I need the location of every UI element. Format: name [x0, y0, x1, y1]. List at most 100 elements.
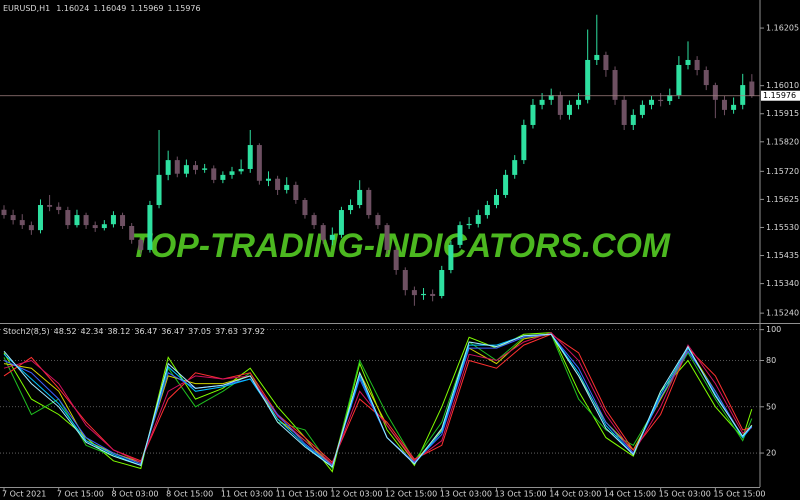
- y-tick-label: 80: [766, 356, 776, 365]
- candle-body: [101, 224, 107, 229]
- candle-body: [211, 168, 217, 180]
- candle-body: [566, 104, 572, 115]
- candle-body: [576, 99, 582, 105]
- candle-body: [56, 206, 62, 211]
- candle-body: [110, 215, 116, 225]
- header-low: 1.15969: [130, 4, 163, 13]
- candle-body: [521, 124, 527, 161]
- watermark: TOP-TRADING-INDICATORS.COM: [130, 227, 671, 265]
- candle-body: [165, 160, 171, 175]
- candle-body: [47, 205, 53, 207]
- candle-body: [493, 194, 499, 206]
- candle-body: [275, 178, 281, 190]
- candle-body: [129, 225, 135, 240]
- y-tick-label: 1.15240: [766, 309, 799, 318]
- x-tick-label: 7 Oct 15:00: [57, 490, 104, 499]
- candle-body: [265, 178, 271, 181]
- candle-body: [694, 59, 700, 71]
- candle-body: [721, 99, 727, 110]
- candle-body: [293, 184, 299, 200]
- candle-body: [703, 70, 709, 86]
- marks: [0, 14, 760, 473]
- stoch-value: 42.34: [81, 327, 104, 336]
- candle-body: [147, 205, 153, 250]
- candle-body: [594, 54, 600, 60]
- candle-body: [37, 205, 43, 231]
- candle-body: [512, 160, 518, 175]
- candle-body: [685, 59, 691, 65]
- candle-body: [649, 99, 655, 105]
- candle-body: [92, 225, 98, 229]
- y-tick-label: 50: [766, 402, 776, 411]
- current-price-box: [761, 90, 800, 101]
- y-tick-label: 1.15435: [766, 251, 799, 260]
- x-tick-label: 8 Oct 03:00: [111, 490, 158, 499]
- stoch-header: Stoch2(8,5) 48.52 42.34 38.12 36.47 36.47 37.0…: [3, 327, 265, 336]
- y-tick-label: 1.15530: [766, 223, 799, 232]
- y-tick-label: 1.16010: [766, 81, 799, 90]
- y-tick-label: 1.15720: [766, 167, 799, 176]
- candle-body: [320, 225, 326, 240]
- candle-body: [220, 174, 226, 180]
- candle-body: [311, 215, 317, 226]
- x-tick-label: 11 Oct 03:00: [221, 490, 273, 499]
- candle-body: [384, 225, 390, 250]
- x-tick-label: 13 Oct 03:00: [440, 490, 492, 499]
- candle-body: [247, 145, 253, 169]
- candle-body: [466, 223, 472, 226]
- candle-body: [1, 209, 7, 216]
- candle-body: [448, 244, 454, 271]
- candle-body: [74, 215, 80, 226]
- stoch-value: 36.47: [161, 327, 184, 336]
- candle-body: [348, 205, 354, 211]
- x-tick-label: 14 Oct 15:00: [604, 490, 656, 499]
- candle-body: [749, 81, 755, 96]
- candle-body: [329, 234, 335, 240]
- stoch-value: 38.12: [107, 327, 130, 336]
- candle-body: [375, 215, 381, 226]
- candle-body: [503, 174, 509, 195]
- stoch-value: 37.05: [188, 327, 211, 336]
- stoch-value: 36.47: [134, 327, 157, 336]
- candle-body: [302, 199, 308, 216]
- stoch-value: 48.52: [54, 327, 77, 336]
- candle-body: [28, 225, 34, 231]
- current-price-label: 1.15976: [763, 91, 796, 100]
- candle-body: [530, 104, 536, 125]
- candle-body: [731, 104, 737, 110]
- candle-body: [585, 59, 591, 100]
- header-high: 1.16049: [93, 4, 126, 13]
- candle-body: [402, 270, 408, 291]
- candle-body: [183, 165, 189, 174]
- header-open: 1.16024: [56, 4, 89, 13]
- y-tick-label: 20: [766, 449, 776, 458]
- y-tick-label: 1.15625: [766, 195, 799, 204]
- candle-body: [357, 189, 363, 206]
- candle-body: [658, 99, 664, 102]
- x-tick-label: 14 Oct 03:00: [549, 490, 601, 499]
- stoch-line: [3, 333, 753, 468]
- candle-body: [174, 160, 180, 174]
- candle-body: [10, 215, 16, 221]
- stoch-line: [3, 332, 753, 465]
- candle-body: [639, 104, 645, 115]
- candle-body: [284, 184, 290, 190]
- x-tick-label: 7 Oct 2021: [2, 490, 46, 499]
- candle-body: [229, 171, 235, 175]
- candle-body: [393, 249, 399, 271]
- candle-body: [630, 114, 636, 125]
- candle-body: [548, 95, 554, 100]
- header-close: 1.15976: [168, 4, 201, 13]
- candle-body: [65, 210, 71, 226]
- candle-body: [740, 85, 746, 105]
- candle-body: [421, 293, 427, 296]
- candle-body: [430, 293, 436, 297]
- x-tick-label: 11 Oct 15:00: [276, 490, 328, 499]
- x-tick-label: 12 Oct 15:00: [385, 490, 437, 499]
- candle-body: [539, 99, 545, 105]
- candle-body: [612, 70, 618, 100]
- candle-body: [366, 189, 372, 216]
- candle-body: [712, 85, 718, 100]
